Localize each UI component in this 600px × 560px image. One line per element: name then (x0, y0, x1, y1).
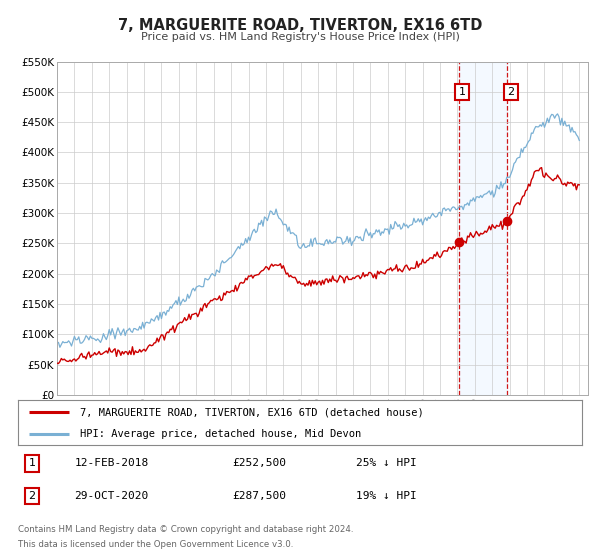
Text: Price paid vs. HM Land Registry's House Price Index (HPI): Price paid vs. HM Land Registry's House … (140, 32, 460, 43)
Text: This data is licensed under the Open Government Licence v3.0.: This data is licensed under the Open Gov… (18, 540, 293, 549)
Text: 2: 2 (29, 491, 35, 501)
Text: 12-FEB-2018: 12-FEB-2018 (74, 459, 149, 469)
Text: £287,500: £287,500 (232, 491, 286, 501)
Text: 19% ↓ HPI: 19% ↓ HPI (356, 491, 417, 501)
Bar (460, 62, 507, 395)
Text: 2: 2 (508, 87, 515, 97)
Text: 7, MARGUERITE ROAD, TIVERTON, EX16 6TD (detached house): 7, MARGUERITE ROAD, TIVERTON, EX16 6TD (… (80, 407, 424, 417)
Text: Contains HM Land Registry data © Crown copyright and database right 2024.: Contains HM Land Registry data © Crown c… (18, 525, 353, 534)
Text: HPI: Average price, detached house, Mid Devon: HPI: Average price, detached house, Mid … (80, 428, 361, 438)
Text: 25% ↓ HPI: 25% ↓ HPI (356, 459, 417, 469)
Text: £252,500: £252,500 (232, 459, 286, 469)
Text: 7, MARGUERITE ROAD, TIVERTON, EX16 6TD: 7, MARGUERITE ROAD, TIVERTON, EX16 6TD (118, 18, 482, 33)
Text: 1: 1 (29, 459, 35, 469)
Text: 29-OCT-2020: 29-OCT-2020 (74, 491, 149, 501)
Text: 1: 1 (458, 87, 466, 97)
